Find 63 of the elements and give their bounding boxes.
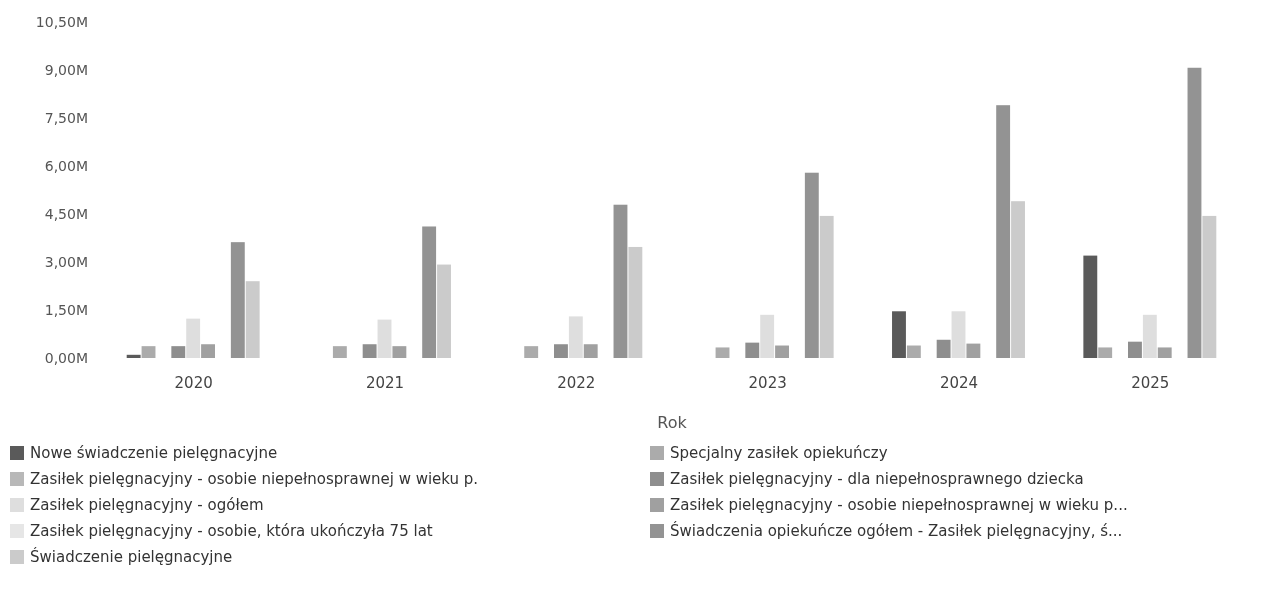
bar	[966, 343, 981, 358]
bar	[201, 344, 215, 358]
bar	[892, 311, 906, 358]
x-tick-label: 2025	[1131, 374, 1170, 392]
bar	[126, 354, 141, 358]
bar	[775, 345, 789, 358]
x-tick-label: 2022	[557, 374, 596, 392]
bar	[1202, 215, 1217, 358]
bar	[437, 264, 451, 358]
bar	[377, 319, 392, 358]
y-tick-label: 10,50M	[35, 13, 88, 30]
bar	[936, 339, 951, 358]
y-tick-label: 3,00M	[44, 253, 88, 270]
y-tick-label: 9,00M	[44, 61, 88, 78]
bar	[1157, 347, 1172, 358]
bar	[1187, 67, 1202, 358]
bar	[819, 215, 834, 358]
bar	[628, 246, 643, 358]
bar	[1011, 201, 1025, 358]
bar	[554, 344, 568, 358]
bar	[332, 346, 347, 358]
legend-label: Specjalny zasiłek opiekuńczy	[670, 444, 888, 463]
bar	[568, 316, 583, 358]
legend-label: Zasiłek pielęgnacyjny - osobie niepełnosprawnej w wieku p...	[670, 496, 1128, 515]
bar	[996, 105, 1011, 358]
bar	[245, 281, 260, 358]
x-tick-label: 2023	[748, 374, 787, 392]
y-tick-label: 0,00M	[44, 349, 88, 366]
y-tick-label: 4,50M	[44, 205, 88, 222]
x-tick-label: 2020	[174, 374, 213, 392]
bar	[906, 345, 921, 358]
legend-label: Zasiłek pielęgnacyjny - ogółem	[30, 496, 264, 515]
y-tick-label: 6,00M	[44, 157, 88, 174]
bar	[613, 204, 628, 358]
legend-label: Nowe świadczenie pielęgnacyjne	[30, 444, 278, 463]
bar	[1083, 255, 1098, 358]
legend-label: Świadczenie pielęgnacyjne	[30, 547, 233, 567]
bar	[1142, 314, 1157, 358]
bar	[171, 346, 186, 358]
bar	[804, 172, 819, 358]
bar	[745, 342, 760, 358]
bar	[422, 226, 437, 358]
bar	[141, 346, 156, 358]
bar	[362, 344, 377, 358]
x-axis-title: Rok	[657, 413, 688, 432]
x-tick-label: 2024	[939, 374, 979, 392]
bar	[715, 347, 730, 358]
bar	[583, 344, 598, 358]
legend-label: Zasiłek pielęgnacyjny - dla niepełnosprawnego dziecka	[670, 470, 1084, 489]
y-tick-label: 1,50M	[44, 301, 88, 318]
legend-label: Zasiłek pielęgnacyjny - osobie niepełnosprawnej w wieku p.	[30, 470, 479, 489]
bar	[1128, 341, 1142, 358]
bar	[951, 311, 966, 358]
bar	[524, 346, 539, 358]
bar	[1098, 347, 1113, 358]
x-tick-label: 2021	[365, 374, 405, 392]
legend-label: Świadczenia opiekuńcze ogółem - Zasiłek pielęgnacyjny, ś...	[670, 521, 1123, 541]
bar	[392, 346, 407, 358]
legend-label: Zasiłek pielęgnacyjny - osobie, która ukończyła 75 lat	[30, 522, 433, 541]
bar	[230, 242, 245, 358]
y-tick-label: 7,50M	[44, 109, 88, 126]
bar	[186, 318, 201, 358]
bar	[760, 314, 775, 358]
